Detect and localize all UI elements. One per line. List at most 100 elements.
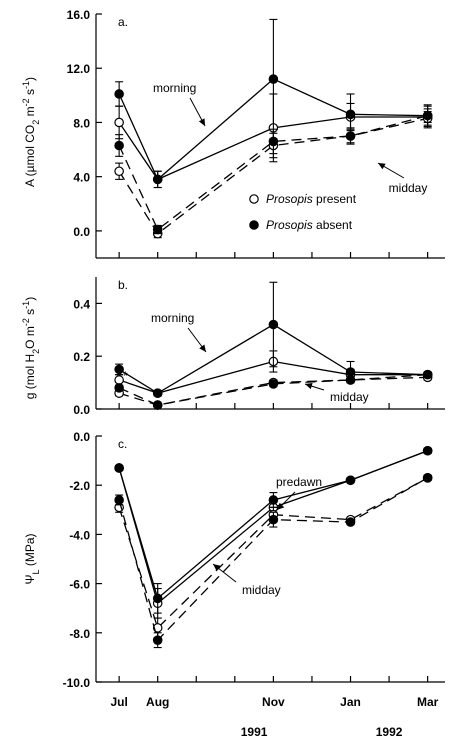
data-point-filled xyxy=(114,364,124,375)
y-tick-label: -4.0 xyxy=(69,528,90,542)
y-axis-title-part: O m xyxy=(23,326,37,349)
panel-label: c. xyxy=(118,437,127,451)
data-point-filled xyxy=(422,473,433,483)
data-point-filled xyxy=(152,388,163,398)
annotation-arrowhead xyxy=(199,344,206,352)
data-point-filled xyxy=(268,136,279,147)
data-point-filled xyxy=(152,635,163,645)
y-axis-title-part: -1 xyxy=(21,81,31,89)
y-tick-label: -10.0 xyxy=(63,676,91,690)
data-point-open xyxy=(152,623,163,633)
y-axis-title-part: s xyxy=(23,309,37,318)
annotation-predawn: predawn xyxy=(276,475,322,489)
x-tick-label: Aug xyxy=(146,695,169,709)
panel-b: 0.4 0.2 0.0 b. g (mol H2O m-2 s-1) morning mid… xyxy=(21,277,445,417)
annotation-arrowhead xyxy=(378,163,386,170)
y-tick-label: -2.0 xyxy=(69,479,90,493)
annotation-midday: midday xyxy=(330,390,369,404)
data-point-filled xyxy=(268,74,279,84)
panel-label: b. xyxy=(118,278,128,292)
y-axis-title-part: ) xyxy=(23,297,37,301)
y-axis-title: g (mol H2O m-2 s-1) xyxy=(21,297,41,399)
y-axis-title-part: A (µmol CO xyxy=(23,125,37,187)
y-tick-label: 0.2 xyxy=(73,350,90,364)
legend-marker-open xyxy=(249,194,259,204)
x-tick-label: Nov xyxy=(262,695,285,709)
legend-label-italic: Prosopis xyxy=(266,192,313,206)
annotation-arrowhead xyxy=(198,118,205,126)
data-point-filled xyxy=(268,514,279,525)
y-tick-label: 4.0 xyxy=(73,171,90,185)
year-label-1992: 1992 xyxy=(376,725,403,739)
data-point-filled xyxy=(152,593,163,604)
y-tick-label: 0.4 xyxy=(73,297,90,311)
annotation-arrowhead xyxy=(305,383,313,390)
data-point-filled xyxy=(114,140,124,151)
legend-label-rest: present xyxy=(313,192,357,206)
annotation-arrowhead xyxy=(213,564,221,571)
y-axis-title: A (µmol CO2 m-2 s-1) xyxy=(21,77,41,187)
data-point-filled xyxy=(345,475,356,486)
panel-label: a. xyxy=(118,15,128,29)
data-point-filled xyxy=(422,369,433,380)
y-tick-label: 0.0 xyxy=(73,403,90,417)
data-point-filled xyxy=(114,495,124,505)
x-tick-label: Jan xyxy=(340,695,361,709)
series-line-midday-absent xyxy=(118,115,428,231)
y-tick-label: 0.0 xyxy=(73,225,90,239)
y-axis-title-part: 2 xyxy=(31,349,41,354)
annotation-asterisk: * xyxy=(123,369,128,383)
annotation-morning: morning xyxy=(151,311,194,325)
series-line-midday-present xyxy=(118,376,428,406)
y-axis-title-part: (MPa) xyxy=(23,533,37,569)
y-axis-title-part: L xyxy=(31,569,41,574)
annotation-arrowhead xyxy=(277,502,285,510)
data-point-filled xyxy=(422,445,433,456)
annotation-midday: midday xyxy=(389,181,428,195)
data-point-filled xyxy=(345,109,356,120)
data-point-filled xyxy=(422,110,433,121)
y-tick-label: -6.0 xyxy=(69,578,90,592)
data-point-filled xyxy=(345,131,356,141)
data-point-filled xyxy=(345,517,356,527)
y-axis-title-part: Ψ xyxy=(23,574,37,584)
y-axis-title-part: ) xyxy=(23,77,37,81)
y-axis-title-part: -2 xyxy=(21,318,31,326)
legend-label-italic: Prosopis xyxy=(266,218,313,232)
y-tick-label: 8.0 xyxy=(73,116,90,130)
legend-label: Prosopis present xyxy=(266,192,357,206)
data-point-open xyxy=(114,166,124,177)
y-tick-label: 0.0 xyxy=(73,430,90,444)
y-axis-title-part: s xyxy=(23,89,37,98)
data-point-filled xyxy=(114,463,124,473)
data-point-filled xyxy=(114,89,124,99)
y-tick-label: 16.0 xyxy=(67,8,91,22)
y-tick-label: -8.0 xyxy=(69,627,90,641)
legend-marker-filled xyxy=(249,220,259,230)
data-point-filled xyxy=(152,400,163,410)
data-point-filled xyxy=(345,375,356,385)
legend: Prosopis present Prosopis absent xyxy=(249,192,357,232)
data-point-filled xyxy=(268,379,279,389)
panel-c: 0.0 -2.0 -4.0 -6.0 -8.0 -10.0 c. ΨL (MPa) predaw… xyxy=(23,430,445,690)
year-label-1991: 1991 xyxy=(241,725,268,739)
y-axis-title-part: -2 xyxy=(21,98,31,106)
x-tick-label: Jul xyxy=(110,695,127,709)
annotation-morning: morning xyxy=(153,81,196,95)
annotation-midday: midday xyxy=(242,583,281,597)
y-axis-title-part: m xyxy=(23,106,37,119)
y-axis-title-part: g (mol H xyxy=(23,354,37,399)
data-point-filled xyxy=(345,367,356,377)
data-point-open xyxy=(114,117,124,128)
data-point-filled xyxy=(152,224,163,235)
data-point-filled xyxy=(268,319,279,330)
data-point-filled xyxy=(152,174,163,185)
y-axis-title-part: -1 xyxy=(21,301,31,309)
x-axis-labels: Jul Aug Nov Jan Mar 1991 1992 xyxy=(110,695,438,739)
series-line-midday-present xyxy=(118,117,428,235)
data-point-filled xyxy=(268,495,279,505)
x-tick-label: Mar xyxy=(417,695,439,709)
y-tick-label: 12.0 xyxy=(67,62,91,76)
legend-label: Prosopis absent xyxy=(266,218,353,232)
